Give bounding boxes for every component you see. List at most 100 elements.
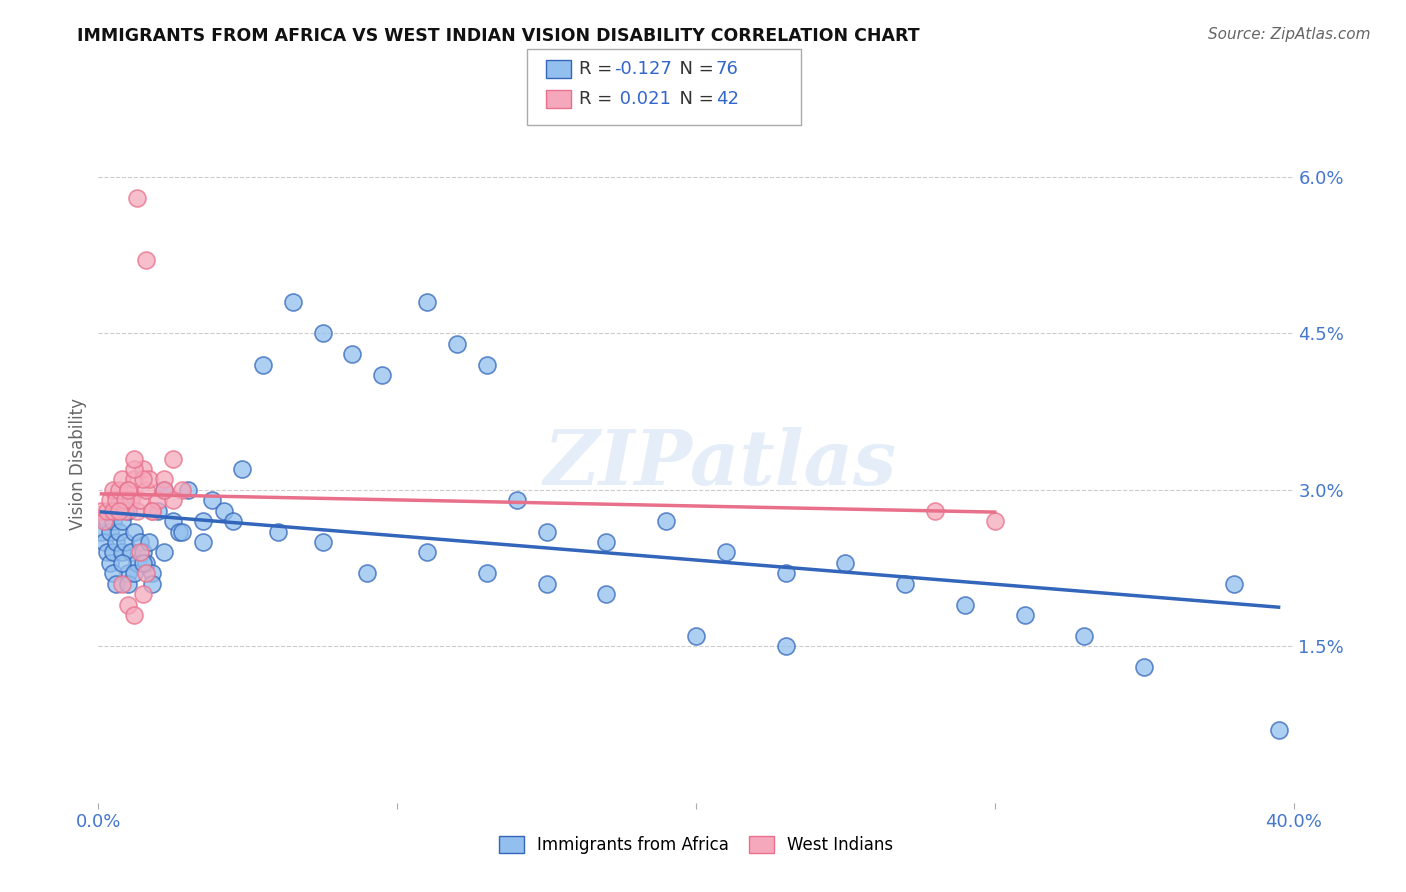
Point bbox=[127, 556, 149, 570]
Point bbox=[201, 493, 224, 508]
Text: R =: R = bbox=[579, 60, 619, 78]
Point bbox=[924, 504, 946, 518]
Point bbox=[135, 253, 157, 268]
Text: ZIPatlas: ZIPatlas bbox=[543, 427, 897, 500]
Point bbox=[111, 556, 134, 570]
Point bbox=[132, 473, 155, 487]
Point bbox=[172, 483, 194, 497]
Point bbox=[96, 545, 118, 559]
Point bbox=[342, 347, 364, 361]
Point bbox=[138, 535, 160, 549]
Point bbox=[132, 556, 155, 570]
Point bbox=[103, 483, 125, 497]
Point bbox=[153, 473, 176, 487]
Point bbox=[1014, 608, 1036, 623]
Point bbox=[103, 504, 125, 518]
Point bbox=[111, 576, 134, 591]
Text: R =: R = bbox=[579, 90, 619, 108]
Point bbox=[655, 514, 678, 528]
Point bbox=[267, 524, 290, 539]
Point bbox=[162, 493, 184, 508]
Text: -0.127: -0.127 bbox=[614, 60, 672, 78]
Point bbox=[141, 504, 163, 518]
Point bbox=[416, 295, 439, 310]
Point bbox=[371, 368, 394, 383]
Point bbox=[135, 566, 157, 581]
Point bbox=[148, 493, 170, 508]
Point bbox=[191, 514, 214, 528]
Y-axis label: Vision Disability: Vision Disability bbox=[69, 398, 87, 530]
Point bbox=[108, 493, 131, 508]
Point bbox=[984, 514, 1007, 528]
Point bbox=[111, 545, 134, 559]
Point bbox=[108, 524, 131, 539]
Point bbox=[120, 493, 142, 508]
Point bbox=[117, 504, 139, 518]
Text: N =: N = bbox=[668, 60, 720, 78]
Point bbox=[356, 566, 378, 581]
Point bbox=[98, 524, 122, 539]
Point bbox=[108, 483, 131, 497]
Point bbox=[90, 504, 112, 518]
Point bbox=[138, 473, 160, 487]
Point bbox=[132, 587, 155, 601]
Point bbox=[114, 493, 136, 508]
Point bbox=[281, 295, 304, 310]
Point bbox=[141, 566, 163, 581]
Point bbox=[135, 556, 157, 570]
Point bbox=[117, 483, 139, 497]
Point bbox=[111, 473, 134, 487]
Point bbox=[311, 535, 333, 549]
Point bbox=[105, 535, 128, 549]
Point bbox=[103, 566, 125, 581]
Point bbox=[595, 587, 617, 601]
Point bbox=[105, 504, 128, 518]
Point bbox=[177, 483, 200, 497]
Point bbox=[162, 451, 184, 466]
Point bbox=[117, 598, 139, 612]
Point bbox=[894, 576, 917, 591]
Point bbox=[124, 524, 146, 539]
Text: N =: N = bbox=[668, 90, 720, 108]
Point bbox=[90, 524, 112, 539]
Point bbox=[124, 451, 146, 466]
Point bbox=[96, 514, 118, 528]
Text: 0.021: 0.021 bbox=[614, 90, 671, 108]
Point bbox=[714, 545, 737, 559]
Point bbox=[953, 598, 976, 612]
Point bbox=[191, 535, 214, 549]
Point bbox=[98, 556, 122, 570]
Point bbox=[536, 524, 558, 539]
Point bbox=[129, 545, 152, 559]
Point bbox=[111, 514, 134, 528]
Point bbox=[114, 535, 136, 549]
Point bbox=[222, 514, 245, 528]
Point bbox=[1267, 723, 1289, 737]
Point bbox=[124, 462, 146, 476]
Point bbox=[536, 576, 558, 591]
Point bbox=[135, 483, 157, 497]
Point bbox=[212, 504, 235, 518]
Point bbox=[153, 483, 176, 497]
Point bbox=[127, 191, 149, 205]
Point bbox=[124, 566, 146, 581]
Point bbox=[311, 326, 333, 341]
Point bbox=[416, 545, 439, 559]
Point bbox=[127, 504, 149, 518]
Point bbox=[114, 504, 136, 518]
Point bbox=[252, 358, 274, 372]
Point bbox=[124, 608, 146, 623]
Point bbox=[153, 483, 176, 497]
Point bbox=[231, 462, 253, 476]
Point bbox=[595, 535, 617, 549]
Point bbox=[132, 545, 155, 559]
Point bbox=[775, 566, 797, 581]
Point bbox=[148, 504, 170, 518]
Point bbox=[475, 358, 498, 372]
Point bbox=[167, 524, 190, 539]
Text: IMMIGRANTS FROM AFRICA VS WEST INDIAN VISION DISABILITY CORRELATION CHART: IMMIGRANTS FROM AFRICA VS WEST INDIAN VI… bbox=[77, 27, 920, 45]
Point bbox=[141, 576, 163, 591]
Point bbox=[103, 514, 125, 528]
Point bbox=[96, 504, 118, 518]
Point bbox=[775, 640, 797, 654]
